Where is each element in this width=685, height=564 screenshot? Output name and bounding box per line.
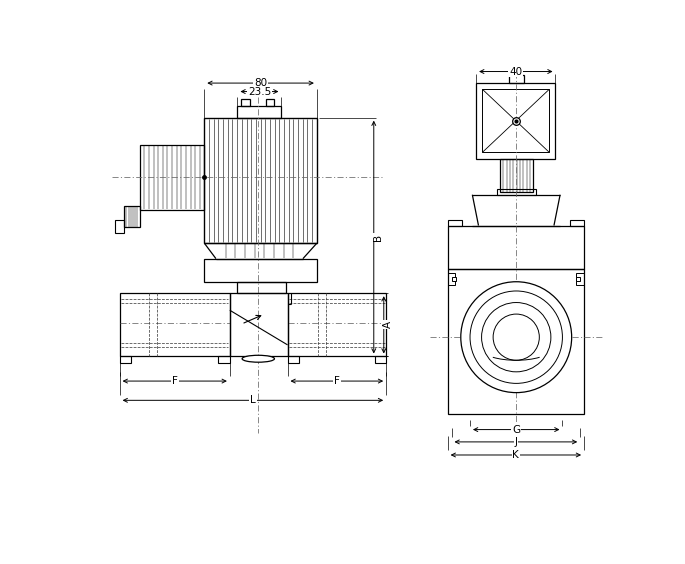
Bar xyxy=(204,259,316,282)
Bar xyxy=(448,270,584,414)
Bar xyxy=(570,220,584,226)
Bar xyxy=(241,99,250,106)
Circle shape xyxy=(482,302,551,372)
Bar xyxy=(375,356,386,363)
Circle shape xyxy=(461,282,572,393)
Bar xyxy=(576,274,584,285)
Bar xyxy=(204,118,316,243)
Text: F: F xyxy=(172,376,177,386)
Bar xyxy=(448,220,462,226)
Bar xyxy=(497,190,536,195)
Bar xyxy=(448,274,456,285)
Bar xyxy=(482,89,549,152)
Bar xyxy=(219,356,229,363)
Bar xyxy=(238,106,282,118)
Bar xyxy=(500,158,533,192)
Ellipse shape xyxy=(242,355,275,362)
Text: G: G xyxy=(512,425,521,435)
Bar xyxy=(229,293,288,356)
Bar xyxy=(124,206,140,227)
Text: B: B xyxy=(373,233,384,241)
Text: K: K xyxy=(512,450,519,460)
Bar xyxy=(508,76,524,83)
Bar xyxy=(115,220,124,233)
Bar xyxy=(140,145,204,210)
Bar xyxy=(476,83,556,158)
Circle shape xyxy=(493,314,539,360)
Text: L: L xyxy=(250,395,256,406)
Text: J: J xyxy=(514,437,517,447)
Text: 23.5: 23.5 xyxy=(248,86,271,96)
Bar xyxy=(120,293,229,356)
Bar xyxy=(288,293,386,356)
Bar xyxy=(266,99,275,106)
Text: 40: 40 xyxy=(509,67,523,77)
Bar xyxy=(448,226,584,270)
Bar xyxy=(237,282,286,293)
Circle shape xyxy=(470,291,562,384)
Text: 80: 80 xyxy=(254,78,267,88)
Text: A: A xyxy=(383,321,393,328)
Text: F: F xyxy=(334,376,340,386)
Bar xyxy=(288,356,299,363)
Bar xyxy=(120,356,132,363)
